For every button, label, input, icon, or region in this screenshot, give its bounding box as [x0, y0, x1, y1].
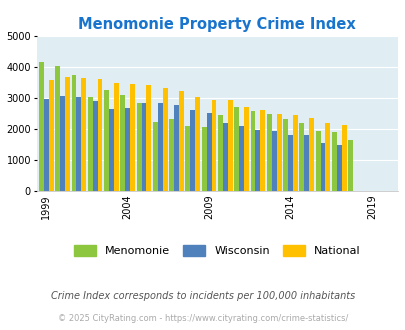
- Bar: [113, 82, 118, 191]
- Title: Menomonie Property Crime Index: Menomonie Property Crime Index: [78, 17, 355, 32]
- Bar: [153, 122, 158, 191]
- Bar: [234, 107, 239, 191]
- Bar: [71, 75, 76, 191]
- Bar: [104, 90, 109, 191]
- Bar: [136, 103, 141, 191]
- Bar: [298, 123, 303, 191]
- Bar: [169, 119, 174, 191]
- Legend: Menomonie, Wisconsin, National: Menomonie, Wisconsin, National: [69, 240, 364, 261]
- Bar: [201, 127, 206, 191]
- Bar: [287, 135, 292, 191]
- Bar: [87, 97, 92, 191]
- Bar: [347, 140, 352, 191]
- Bar: [282, 118, 287, 191]
- Bar: [195, 97, 200, 191]
- Bar: [120, 95, 125, 191]
- Bar: [146, 85, 151, 191]
- Bar: [125, 108, 130, 191]
- Bar: [239, 126, 243, 191]
- Bar: [55, 66, 60, 191]
- Bar: [325, 123, 330, 191]
- Bar: [211, 100, 216, 191]
- Bar: [292, 115, 297, 191]
- Bar: [303, 135, 309, 191]
- Bar: [266, 115, 271, 191]
- Bar: [174, 105, 179, 191]
- Bar: [206, 113, 211, 191]
- Bar: [331, 132, 336, 191]
- Bar: [65, 77, 70, 191]
- Bar: [341, 125, 346, 191]
- Bar: [141, 103, 146, 191]
- Bar: [158, 103, 162, 191]
- Text: Crime Index corresponds to incidents per 100,000 inhabitants: Crime Index corresponds to incidents per…: [51, 291, 354, 301]
- Bar: [92, 101, 97, 191]
- Bar: [260, 110, 264, 191]
- Bar: [276, 115, 281, 191]
- Bar: [255, 130, 260, 191]
- Bar: [320, 143, 325, 191]
- Bar: [336, 145, 341, 191]
- Bar: [162, 88, 167, 191]
- Bar: [250, 111, 255, 191]
- Bar: [81, 79, 86, 191]
- Bar: [309, 118, 313, 191]
- Bar: [39, 62, 44, 191]
- Bar: [44, 99, 49, 191]
- Bar: [97, 80, 102, 191]
- Bar: [227, 100, 232, 191]
- Bar: [217, 115, 222, 191]
- Bar: [190, 110, 195, 191]
- Bar: [315, 131, 320, 191]
- Bar: [243, 107, 248, 191]
- Bar: [76, 97, 81, 191]
- Bar: [179, 91, 183, 191]
- Bar: [130, 84, 135, 191]
- Bar: [109, 109, 113, 191]
- Bar: [271, 131, 276, 191]
- Bar: [49, 80, 53, 191]
- Bar: [185, 126, 190, 191]
- Bar: [60, 96, 65, 191]
- Bar: [222, 123, 227, 191]
- Text: © 2025 CityRating.com - https://www.cityrating.com/crime-statistics/: © 2025 CityRating.com - https://www.city…: [58, 314, 347, 323]
